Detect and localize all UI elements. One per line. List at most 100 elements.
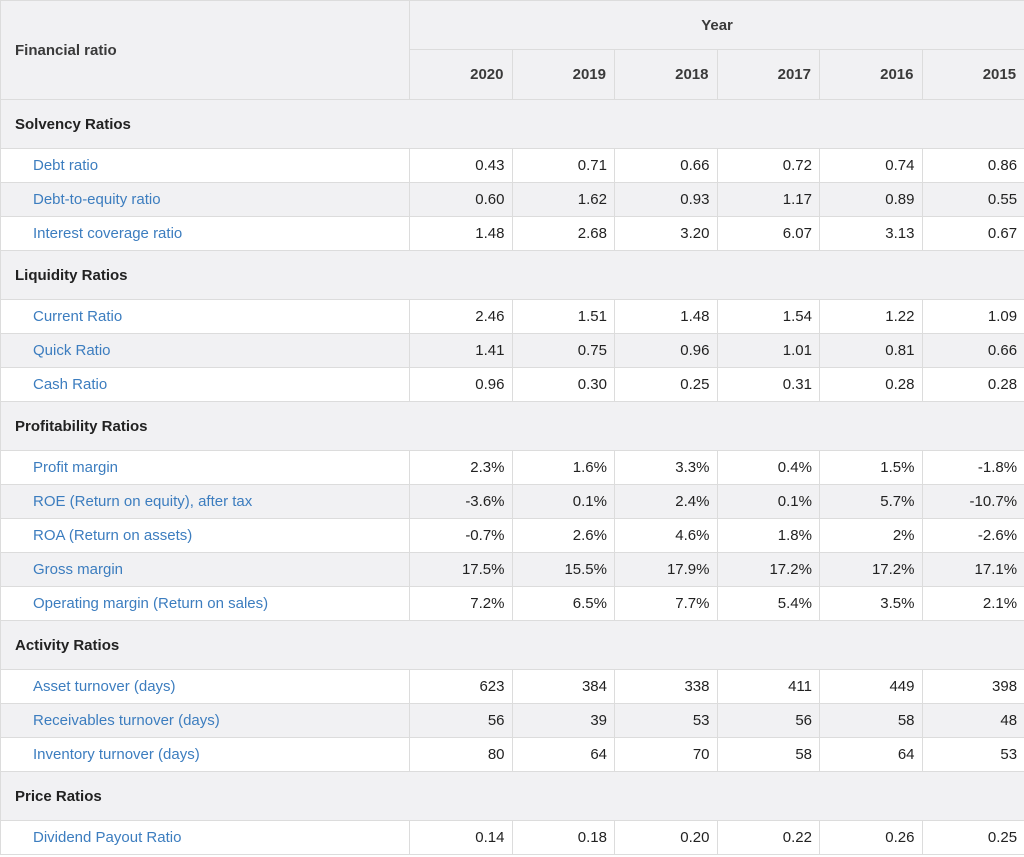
ratio-value: 58 [819, 703, 923, 738]
ratio-name-link[interactable]: Debt-to-equity ratio [0, 182, 410, 217]
ratio-value: -2.6% [921, 518, 1024, 553]
ratio-value: 0.26 [819, 820, 923, 855]
ratio-value: 5.7% [819, 484, 923, 519]
table-row: Debt-to-equity ratio 0.60 1.62 0.93 1.17 0.89… [0, 182, 1024, 217]
ratio-value: 0.89 [819, 182, 923, 217]
ratio-value: 17.1% [921, 552, 1024, 587]
table-row: Current Ratio 2.46 1.51 1.48 1.54 1.22 1.09 [0, 299, 1024, 334]
ratio-value: 1.62 [511, 182, 615, 217]
ratio-value: 58 [716, 737, 820, 772]
section-title: Profitability Ratios [0, 401, 1024, 451]
financial-ratio-header: Financial ratio [0, 0, 410, 100]
ratio-value: 1.17 [716, 182, 820, 217]
ratio-value: 0.67 [921, 216, 1024, 251]
ratio-value: 0.72 [716, 148, 820, 183]
ratio-name-link[interactable]: Receivables turnover (days) [0, 703, 410, 738]
table-row: Inventory turnover (days) 80 64 70 58 64 53 [0, 737, 1024, 772]
ratio-name-link[interactable]: ROA (Return on assets) [0, 518, 410, 553]
table-row: Debt ratio 0.43 0.71 0.66 0.72 0.74 0.86 [0, 148, 1024, 183]
ratio-value: 0.74 [819, 148, 923, 183]
ratio-name-link[interactable]: Asset turnover (days) [0, 669, 410, 704]
section-row: Activity Ratios [0, 620, 1024, 670]
ratio-name-link[interactable]: Inventory turnover (days) [0, 737, 410, 772]
section-row: Profitability Ratios [0, 401, 1024, 451]
header-row-years: 2020 2019 2018 2017 2016 2015 [1, 49, 1024, 100]
ratio-value: 1.8% [716, 518, 820, 553]
ratio-value: 56 [716, 703, 820, 738]
ratio-name-link[interactable]: Quick Ratio [0, 333, 410, 368]
section-row: Solvency Ratios [0, 99, 1024, 149]
table-row: Operating margin (Return on sales) 7.2% 6.… [0, 586, 1024, 621]
ratio-value: 17.5% [409, 552, 513, 587]
ratio-value: 0.93 [614, 182, 718, 217]
ratio-name-link[interactable]: Cash Ratio [0, 367, 410, 402]
ratio-value: -3.6% [409, 484, 513, 519]
table-row: Profit margin 2.3% 1.6% 3.3% 0.4% 1.5% -1.8% [0, 450, 1024, 485]
ratio-value: 384 [511, 669, 615, 704]
ratio-value: 0.60 [409, 182, 513, 217]
ratio-value: 7.7% [614, 586, 718, 621]
ratio-value: 15.5% [511, 552, 615, 587]
section-title: Price Ratios [0, 771, 1024, 821]
ratio-value: 0.4% [716, 450, 820, 485]
year-header-2015: 2015 [921, 49, 1024, 100]
table-row: ROA (Return on assets) -0.7% 2.6% 4.6% 1.8% 2… [0, 518, 1024, 553]
ratio-value: 53 [921, 737, 1024, 772]
ratio-value: 2.4% [614, 484, 718, 519]
ratio-value: 3.5% [819, 586, 923, 621]
table-row: Gross margin 17.5% 15.5% 17.9% 17.2% 17.2% 17.… [0, 552, 1024, 587]
ratio-value: 449 [819, 669, 923, 704]
ratio-value: 0.96 [409, 367, 513, 402]
ratio-value: 0.25 [921, 820, 1024, 855]
section-row: Price Ratios [0, 771, 1024, 821]
ratio-name-link[interactable]: ROE (Return on equity), after tax [0, 484, 410, 519]
table-row: Dividend Payout Ratio 0.14 0.18 0.20 0.22 0.2… [0, 820, 1024, 855]
ratio-name-link[interactable]: Interest coverage ratio [0, 216, 410, 251]
ratio-value: 2.46 [409, 299, 513, 334]
ratio-value: 0.20 [614, 820, 718, 855]
ratio-value: 1.6% [511, 450, 615, 485]
ratio-name-link[interactable]: Gross margin [0, 552, 410, 587]
ratio-value: 53 [614, 703, 718, 738]
ratio-value: 0.96 [614, 333, 718, 368]
ratio-value: 1.48 [409, 216, 513, 251]
ratio-value: 1.54 [716, 299, 820, 334]
table-body: Solvency Ratios Debt ratio 0.43 0.71 0.66 0.7… [0, 99, 1024, 855]
table-row: Receivables turnover (days) 56 39 53 56 58 48 [0, 703, 1024, 738]
ratio-value: 1.01 [716, 333, 820, 368]
year-header-2020: 2020 [409, 49, 513, 100]
ratio-name-link[interactable]: Operating margin (Return on sales) [0, 586, 410, 621]
ratio-value: 2% [819, 518, 923, 553]
ratio-value: 64 [819, 737, 923, 772]
ratio-name-link[interactable]: Dividend Payout Ratio [0, 820, 410, 855]
year-header-2016: 2016 [819, 49, 923, 100]
ratio-value: 0.1% [716, 484, 820, 519]
ratio-value: 411 [716, 669, 820, 704]
ratio-value: 56 [409, 703, 513, 738]
ratio-name-link[interactable]: Profit margin [0, 450, 410, 485]
ratio-value: 3.20 [614, 216, 718, 251]
ratio-name-link[interactable]: Current Ratio [0, 299, 410, 334]
ratio-value: 338 [614, 669, 718, 704]
ratio-value: 6.07 [716, 216, 820, 251]
ratio-value: 0.71 [511, 148, 615, 183]
ratio-value: 0.31 [716, 367, 820, 402]
ratio-value: 1.5% [819, 450, 923, 485]
ratio-value: 2.1% [921, 586, 1024, 621]
ratio-value: 1.48 [614, 299, 718, 334]
ratio-name-link[interactable]: Debt ratio [0, 148, 410, 183]
ratio-value: 48 [921, 703, 1024, 738]
year-header-2018: 2018 [614, 49, 718, 100]
ratio-value: 39 [511, 703, 615, 738]
ratio-value: 2.68 [511, 216, 615, 251]
ratio-value: 0.43 [409, 148, 513, 183]
ratio-value: 2.3% [409, 450, 513, 485]
ratio-value: 0.22 [716, 820, 820, 855]
year-header-2017: 2017 [716, 49, 820, 100]
ratio-value: 70 [614, 737, 718, 772]
ratio-value: 0.14 [409, 820, 513, 855]
section-title: Liquidity Ratios [0, 250, 1024, 300]
section-title: Activity Ratios [0, 620, 1024, 670]
ratio-value: 17.2% [819, 552, 923, 587]
